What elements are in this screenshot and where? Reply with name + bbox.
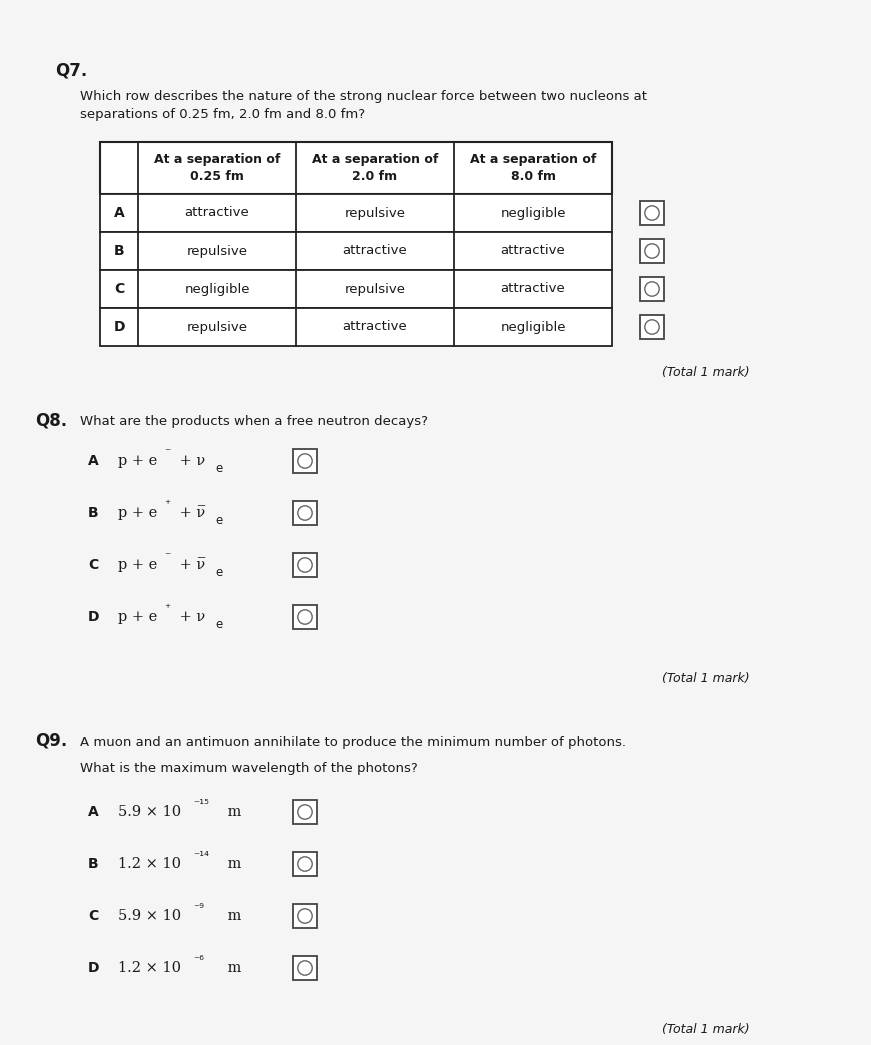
Text: attractive: attractive	[185, 207, 249, 219]
Text: A muon and an antimuon annihilate to produce the minimum number of photons.: A muon and an antimuon annihilate to pro…	[80, 736, 626, 749]
Circle shape	[298, 909, 312, 923]
Bar	[640, 239, 664, 263]
Text: 1.2 × 10: 1.2 × 10	[118, 961, 181, 975]
Text: C: C	[114, 282, 125, 296]
Text: p + e: p + e	[118, 454, 158, 468]
Bar	[640, 201, 664, 225]
Text: At a separation of
2.0 fm: At a separation of 2.0 fm	[312, 154, 438, 183]
Text: + ν: + ν	[175, 610, 206, 624]
Bar	[293, 956, 317, 980]
Bar	[100, 232, 612, 270]
Text: separations of 0.25 fm, 2.0 fm and 8.0 fm?: separations of 0.25 fm, 2.0 fm and 8.0 f…	[80, 108, 365, 121]
Text: m: m	[223, 857, 241, 870]
Bar	[293, 800, 317, 825]
Bar	[293, 501, 317, 525]
Text: ⁺: ⁺	[164, 498, 170, 511]
Text: C: C	[88, 909, 98, 923]
Circle shape	[298, 610, 312, 624]
Circle shape	[298, 805, 312, 819]
Text: repulsive: repulsive	[345, 207, 406, 219]
Bar	[293, 605, 317, 629]
Text: p + e: p + e	[118, 506, 158, 520]
Circle shape	[298, 558, 312, 573]
Text: Q8.: Q8.	[35, 411, 67, 429]
Circle shape	[645, 320, 659, 334]
Text: p + e: p + e	[118, 558, 158, 572]
Text: e: e	[215, 619, 222, 631]
Bar	[293, 904, 317, 928]
Bar	[293, 852, 317, 876]
Text: B: B	[114, 243, 125, 258]
Text: ⁻: ⁻	[164, 446, 170, 460]
Text: Q7.: Q7.	[55, 62, 87, 80]
Circle shape	[298, 506, 312, 520]
Text: (Total 1 mark): (Total 1 mark)	[662, 366, 750, 379]
Circle shape	[645, 206, 659, 220]
Text: attractive: attractive	[342, 245, 408, 257]
Bar	[100, 142, 612, 194]
Circle shape	[298, 454, 312, 468]
Text: At a separation of
8.0 fm: At a separation of 8.0 fm	[469, 154, 596, 183]
Bar	[640, 277, 664, 301]
Text: ⁻¹⁵: ⁻¹⁵	[193, 797, 209, 811]
Text: e: e	[215, 566, 222, 580]
Text: p + e: p + e	[118, 610, 158, 624]
Text: B: B	[88, 857, 98, 870]
Text: attractive: attractive	[342, 321, 408, 333]
Text: ⁻: ⁻	[164, 551, 170, 563]
Text: negligible: negligible	[500, 207, 566, 219]
Text: + ν̅: + ν̅	[175, 558, 206, 572]
Text: m: m	[223, 909, 241, 923]
Bar	[293, 449, 317, 473]
Text: ⁻⁹: ⁻⁹	[193, 902, 204, 914]
Circle shape	[298, 857, 312, 872]
Text: e: e	[215, 463, 222, 475]
Text: 5.9 × 10: 5.9 × 10	[118, 805, 181, 819]
Text: ⁻⁶: ⁻⁶	[193, 953, 204, 967]
Circle shape	[298, 960, 312, 975]
Text: At a separation of
0.25 fm: At a separation of 0.25 fm	[154, 154, 280, 183]
Text: + ν: + ν	[175, 454, 206, 468]
Bar	[100, 270, 612, 308]
Text: negligible: negligible	[500, 321, 566, 333]
Text: 5.9 × 10: 5.9 × 10	[118, 909, 181, 923]
Text: Which row describes the nature of the strong nuclear force between two nucleons : Which row describes the nature of the st…	[80, 90, 647, 103]
Text: D: D	[113, 320, 125, 334]
Text: + ν̅: + ν̅	[175, 506, 206, 520]
Text: repulsive: repulsive	[186, 321, 247, 333]
Text: ⁻¹⁴: ⁻¹⁴	[193, 850, 209, 862]
Bar	[640, 315, 664, 339]
Text: 1.2 × 10: 1.2 × 10	[118, 857, 181, 870]
Text: ⁺: ⁺	[164, 603, 170, 616]
Text: negligible: negligible	[185, 282, 250, 296]
Text: B: B	[88, 506, 98, 520]
Text: (Total 1 mark): (Total 1 mark)	[662, 1023, 750, 1036]
Text: D: D	[88, 610, 99, 624]
Text: attractive: attractive	[501, 245, 565, 257]
Text: Q9.: Q9.	[35, 732, 67, 750]
Text: e: e	[215, 514, 222, 528]
Text: A: A	[113, 206, 125, 220]
Text: m: m	[223, 961, 241, 975]
Text: attractive: attractive	[501, 282, 565, 296]
Text: (Total 1 mark): (Total 1 mark)	[662, 672, 750, 686]
Text: A: A	[88, 454, 98, 468]
Text: repulsive: repulsive	[345, 282, 406, 296]
Text: A: A	[88, 805, 98, 819]
Bar	[100, 194, 612, 232]
Circle shape	[645, 243, 659, 258]
Text: C: C	[88, 558, 98, 572]
Bar	[100, 308, 612, 346]
Text: D: D	[88, 961, 99, 975]
Circle shape	[645, 282, 659, 296]
Text: What is the maximum wavelength of the photons?: What is the maximum wavelength of the ph…	[80, 762, 418, 775]
Bar	[293, 553, 317, 577]
Text: What are the products when a free neutron decays?: What are the products when a free neutro…	[80, 415, 428, 428]
Text: repulsive: repulsive	[186, 245, 247, 257]
Text: m: m	[223, 805, 241, 819]
